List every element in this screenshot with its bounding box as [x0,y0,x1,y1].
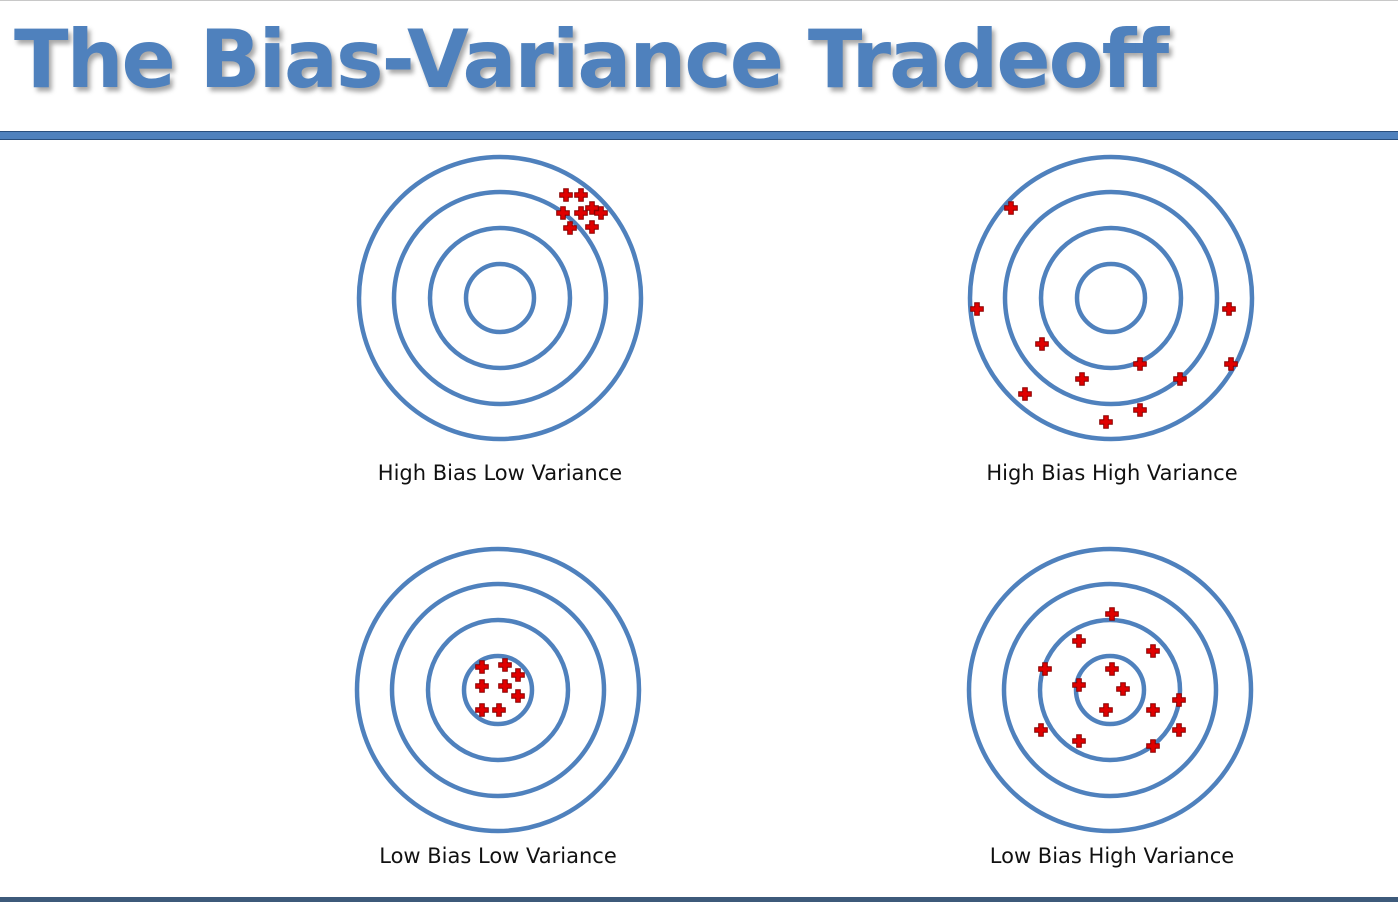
hit-marker [1099,415,1113,429]
target-low-bias-low-variance [354,546,642,834]
hit-marker [475,660,489,674]
hit-marker [1018,387,1032,401]
hit-marker [1072,634,1086,648]
hit-marker [1133,403,1147,417]
hit-marker [1173,372,1187,386]
hit-marker [492,703,506,717]
target-ring-4 [1073,653,1147,727]
top-border [0,0,1398,1]
target-ring-4 [1074,261,1148,335]
target-ring-3 [427,225,573,371]
hit-marker [1035,337,1049,351]
hit-marker [574,206,588,220]
target-ring-3 [1037,617,1183,763]
target-high-bias-low-variance [356,154,644,442]
hit-marker [556,206,570,220]
target-ring-1 [966,546,1254,834]
target-ring-2 [389,581,607,799]
target-ring-1 [354,546,642,834]
target-high-bias-high-variance [967,154,1255,442]
hit-marker [563,221,577,235]
target-ring-4 [461,653,535,727]
target-ring-2 [1002,189,1220,407]
hit-marker [574,188,588,202]
hit-marker [1099,703,1113,717]
hit-marker [1072,734,1086,748]
hit-marker [1146,703,1160,717]
target-ring-3 [425,617,571,763]
hit-marker [1146,739,1160,753]
hit-marker [1222,302,1236,316]
hit-marker [498,658,512,672]
target-ring-1 [356,154,644,442]
hit-marker [1034,723,1048,737]
hit-marker [511,689,525,703]
hit-marker [1075,372,1089,386]
hit-marker [475,703,489,717]
hit-marker [559,188,573,202]
slide-title: The Bias-Variance Tradeoff [14,13,1169,106]
target-ring-2 [391,189,609,407]
bottom-border [0,897,1398,902]
hit-marker [475,679,489,693]
caption-low-bias-low-variance: Low Bias Low Variance [379,844,617,868]
hit-marker [970,302,984,316]
caption-low-bias-high-variance: Low Bias High Variance [989,844,1235,868]
hit-marker [1072,678,1086,692]
target-ring-4 [463,261,537,335]
target-ring-2 [1001,581,1219,799]
hit-marker [1146,644,1160,658]
hit-marker [1038,662,1052,676]
hit-marker [594,206,608,220]
target-ring-1 [967,154,1255,442]
hit-marker [1116,682,1130,696]
target-low-bias-high-variance [966,546,1254,834]
hit-marker [585,220,599,234]
title-divider [0,131,1398,140]
hit-marker [498,679,512,693]
hit-marker [1224,357,1238,371]
hit-marker [1105,662,1119,676]
hit-marker [1172,693,1186,707]
hit-marker [1172,723,1186,737]
caption-high-bias-high-variance: High Bias High Variance [986,461,1238,485]
caption-high-bias-low-variance: High Bias Low Variance [377,461,623,485]
hit-marker [1105,607,1119,621]
hit-marker [1004,201,1018,215]
hit-marker [511,668,525,682]
target-ring-3 [1038,225,1184,371]
hit-marker [1133,357,1147,371]
